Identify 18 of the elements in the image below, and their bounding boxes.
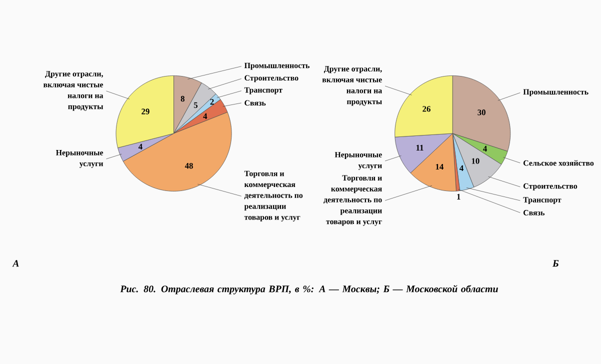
data-label: 4 [203, 113, 208, 119]
data-label: 26 [422, 106, 430, 112]
data-label: 8 [180, 96, 185, 102]
text: А [12, 260, 19, 266]
text: Рис. 80. Отраслевая структура ВРП, в %: А — Москвы; Б — Московской области [120, 284, 498, 294]
data-label: 2 [210, 98, 214, 104]
data-label: 30 [478, 109, 486, 116]
data-label: 48 [184, 162, 193, 168]
data-label: 4 [138, 144, 142, 150]
data-label: 1 [457, 194, 460, 200]
data-label: 10 [472, 158, 480, 164]
data-label: 29 [142, 108, 150, 114]
data-label: 4 [483, 146, 487, 152]
data-label: 11 [416, 144, 424, 150]
data-label: 4 [460, 165, 464, 171]
text: Б [552, 260, 559, 266]
data-label: 14 [436, 164, 444, 170]
data-label: 5 [194, 102, 198, 108]
